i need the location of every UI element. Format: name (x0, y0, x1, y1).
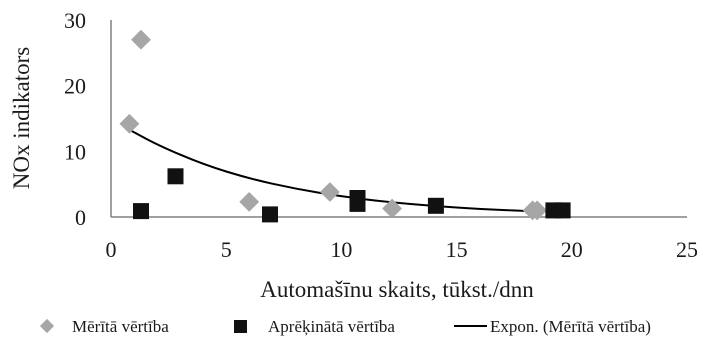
y-tick-label-20: 20 (64, 74, 86, 99)
trendline-layer (128, 128, 539, 213)
x-axis-title: Automašīnu skaits, tūkst./dnn (260, 277, 534, 302)
x-tick-label-10: 10 (330, 237, 352, 262)
y-tick-label-30: 30 (64, 8, 86, 33)
legend-label-calculated: Aprēķinātā vērtība (268, 317, 395, 336)
y-tick-labels: 0 10 20 30 (64, 8, 86, 230)
calculated-point-7 (554, 202, 571, 219)
legend-label-measured: Mērītā vērtība (72, 317, 169, 336)
x-tick-labels: 0 5 10 15 20 25 (106, 237, 699, 262)
y-axis-title: NOx indikators (9, 47, 34, 190)
measured-point-3 (320, 182, 340, 202)
measured-point-4 (382, 198, 402, 219)
y-tick-label-0: 0 (75, 205, 86, 230)
axes (110, 20, 687, 218)
x-tick-label-0: 0 (106, 237, 117, 262)
x-tick-label-15: 15 (446, 237, 468, 262)
measured-point-1 (131, 29, 151, 50)
marks-layer (119, 29, 571, 223)
x-tick-label-25: 25 (676, 237, 698, 262)
x-tick-label-20: 20 (561, 237, 583, 262)
calculated-point-2 (262, 206, 278, 223)
exponential-trendline (128, 128, 539, 213)
calculated-point-4 (349, 195, 366, 212)
legend-entry-calculated: Aprēķinātā vērtība (234, 317, 395, 336)
x-tick-label-5: 5 (221, 237, 232, 262)
legend-entry-trendline: Expon. (Mērītā vērtība) (454, 317, 651, 336)
calculated-point-5 (427, 197, 444, 214)
legend: Mērītā vērtība Aprēķinātā vērtība Expon.… (39, 317, 651, 336)
legend-diamond-marker (39, 318, 55, 334)
calculated-point-1 (167, 168, 184, 185)
y-tick-label-10: 10 (64, 139, 86, 164)
measured-point-0 (119, 113, 140, 134)
calculated-point-0 (133, 203, 149, 220)
legend-entry-measured: Mērītā vērtība (39, 317, 169, 336)
legend-square-marker (234, 320, 247, 333)
measured-point-2 (239, 192, 260, 212)
legend-label-trendline: Expon. (Mērītā vērtība) (490, 317, 651, 336)
